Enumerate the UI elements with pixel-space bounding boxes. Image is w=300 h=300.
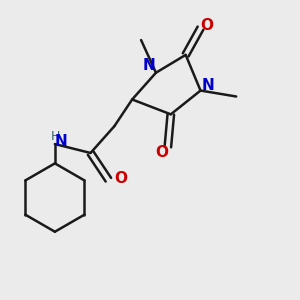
Text: N: N (142, 58, 155, 73)
Text: O: O (200, 18, 213, 33)
Text: N: N (55, 134, 67, 148)
Text: O: O (155, 146, 168, 160)
Text: O: O (114, 171, 127, 186)
Text: N: N (202, 78, 214, 93)
Text: H: H (51, 130, 60, 143)
